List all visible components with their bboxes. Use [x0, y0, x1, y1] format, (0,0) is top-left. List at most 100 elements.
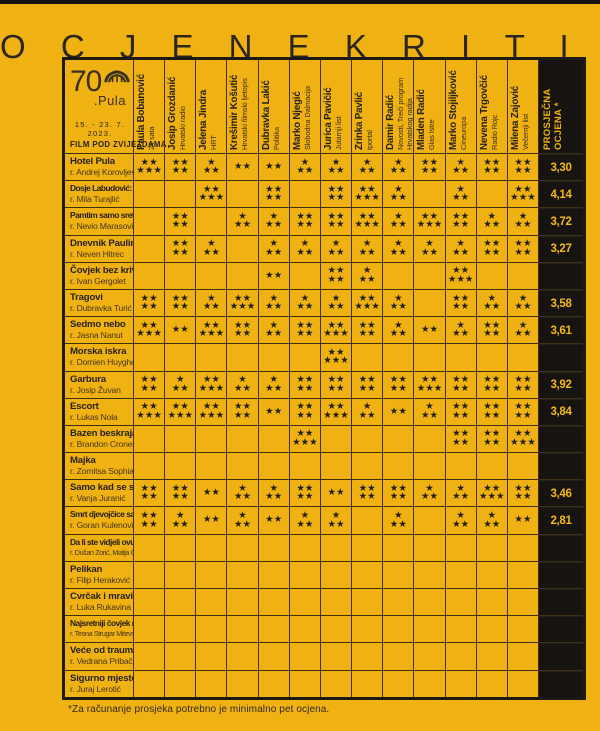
- film-row-12: Majka r. Zornitsa Sophia: [65, 452, 584, 480]
- rating-cell-r3-c2: ★★ ★★: [165, 208, 197, 235]
- star-icons: ★★: [234, 401, 252, 413]
- star-icons: ★★: [452, 265, 470, 277]
- rating-cell-r14-c13: ★★: [508, 507, 540, 534]
- critic-name: Paula Bobanović: [136, 74, 147, 150]
- rating-cell-r17-c2: [165, 589, 197, 616]
- rating-cell-r13-c12: ★★ ★★★: [477, 480, 508, 507]
- star-icons: ★★: [265, 514, 283, 526]
- film-title-cell: Garbura r. Josip Žuvan: [65, 371, 134, 398]
- critic-name: Josip Grozdanić: [167, 76, 179, 150]
- star-icons: ★★: [514, 409, 532, 421]
- film-title-cell: Najsretniji čovjek na svijetur. Teona St…: [65, 616, 134, 643]
- critic-outlet: Večernji list: [520, 113, 530, 150]
- star-icons: ★: [518, 210, 528, 222]
- rating-cell-r20-c2: [165, 670, 197, 697]
- rating-cell-r4-c9: ★ ★★: [383, 235, 415, 262]
- rating-cell-r12-c4: [227, 453, 259, 480]
- star-icons: ★★: [483, 219, 501, 231]
- rating-cell-r20-c1: [134, 670, 166, 697]
- rating-cell-r19-c3: [196, 643, 228, 670]
- rating-cell-r20-c10: [414, 670, 446, 697]
- rating-cell-r13-c13: ★★ ★★: [508, 480, 540, 507]
- rating-cell-r3-c11: ★★ ★★: [446, 208, 477, 235]
- star-icons: ★★: [265, 382, 283, 394]
- rating-cell-r20-c4: [227, 670, 259, 697]
- star-icons: ★: [207, 292, 216, 304]
- film-title: Smrt djevojčice sa žigicama: [70, 509, 134, 520]
- star-icons: ★★: [265, 269, 283, 281]
- star-icons: ★★: [140, 518, 158, 530]
- star-icons: ★★: [452, 301, 470, 313]
- film-title: Tragovi: [70, 291, 103, 303]
- critic-header-5: Dubravka Lakić Politika: [259, 60, 290, 153]
- star-icons: ★★: [234, 160, 252, 172]
- film-title-cell: Hotel Pula r. Andrej Korovljev: [65, 154, 134, 181]
- rating-cell-r6-c10: [414, 289, 446, 317]
- rating-cell-r15-c3: [196, 534, 228, 561]
- star-icons: ★★: [140, 382, 158, 394]
- star-icons: ★★: [358, 374, 376, 386]
- critic-outlet: Slobodna Dalmacija: [302, 86, 312, 150]
- star-icons: ★★★: [416, 382, 443, 394]
- critic-header-2: Josip Grozdanić Hrvatski radio: [165, 60, 197, 153]
- rating-cell-r14-c7: ★ ★★: [321, 507, 353, 534]
- rating-cell-r19-c13: [508, 643, 540, 670]
- star-icons: ★: [394, 183, 403, 195]
- rating-cell-r12-c9: [383, 453, 415, 480]
- average-cell: [539, 262, 584, 289]
- film-director: r. Goran Kulenović: [70, 520, 134, 531]
- rating-cell-r11-c12: ★★ ★★: [477, 425, 508, 453]
- rating-cell-r17-c3: [196, 589, 228, 616]
- star-icons: ★★: [420, 210, 438, 222]
- star-icons: ★★: [171, 301, 189, 313]
- critic-headers: Paula Bobanović 24 sata Josip Grozdanić Hrv…: [134, 60, 540, 153]
- rating-cell-r14-c4: ★ ★★: [227, 507, 259, 534]
- star-icons: ★★: [327, 382, 345, 394]
- star-icons: ★★: [514, 382, 532, 394]
- rating-cell-r19-c8: [352, 643, 384, 670]
- rating-cell-r4-c8: ★ ★★: [352, 235, 384, 262]
- star-icons: ★★: [420, 165, 438, 177]
- star-icons: ★★: [452, 246, 470, 258]
- star-icons: ★★★: [323, 328, 349, 340]
- film-title: Majka: [70, 455, 96, 467]
- film-director: r. Josip Žuvan: [70, 384, 121, 395]
- star-icons: ★: [175, 510, 185, 522]
- rating-cell-r12-c3: [196, 453, 228, 480]
- rating-cell-r16-c12: [477, 561, 508, 588]
- star-icons: ★★: [452, 292, 470, 304]
- rating-cell-r15-c9: [383, 534, 415, 561]
- rating-cell-r15-c7: [321, 534, 353, 561]
- star-icons: ★: [331, 510, 341, 522]
- rating-cell-r10-c10: ★ ★★: [414, 398, 446, 425]
- star-icons: ★: [207, 238, 216, 250]
- rating-cell-r8-c1: [134, 344, 166, 371]
- star-icons: ★★: [202, 487, 220, 499]
- rating-cell-r20-c8: [352, 670, 384, 697]
- rating-cell-r15-c11: [446, 534, 477, 561]
- film-title-cell: Majka r. Zornitsa Sophia: [65, 453, 134, 480]
- star-icons: ★★: [265, 246, 283, 258]
- rating-cell-r16-c5: [259, 561, 290, 588]
- rating-cell-r9-c12: ★★ ★★: [477, 371, 508, 398]
- rating-cell-r16-c9: [383, 561, 415, 588]
- film-title-cell: Da li ste vidjeli ovu ženu?r. Dušan Zori…: [65, 534, 134, 561]
- star-icons: ★★: [358, 491, 376, 503]
- star-icons: ★★: [389, 518, 407, 530]
- star-icons: ★★: [265, 183, 283, 195]
- star-icons: ★★: [514, 246, 532, 258]
- rating-cell-r19-c11: [446, 643, 477, 670]
- star-icons: ★★: [420, 156, 438, 168]
- average-cell: 3,61: [539, 317, 584, 344]
- star-icons: ★★: [265, 328, 283, 340]
- star-icons: ★★: [202, 246, 220, 258]
- star-icons: ★: [394, 210, 403, 222]
- rating-cell-r1-c8: ★ ★★: [352, 154, 384, 181]
- rating-cell-r15-c1: [134, 534, 166, 561]
- rating-cell-r5-c9: [383, 262, 415, 289]
- star-icons: ★★: [140, 482, 158, 494]
- critic-outlet: Hrvatski radio: [178, 106, 188, 150]
- rating-cell-r7-c3: ★★ ★★★: [196, 317, 228, 344]
- star-icons: ★★: [514, 301, 532, 313]
- rating-cell-r11-c6: ★★ ★★★: [290, 425, 321, 453]
